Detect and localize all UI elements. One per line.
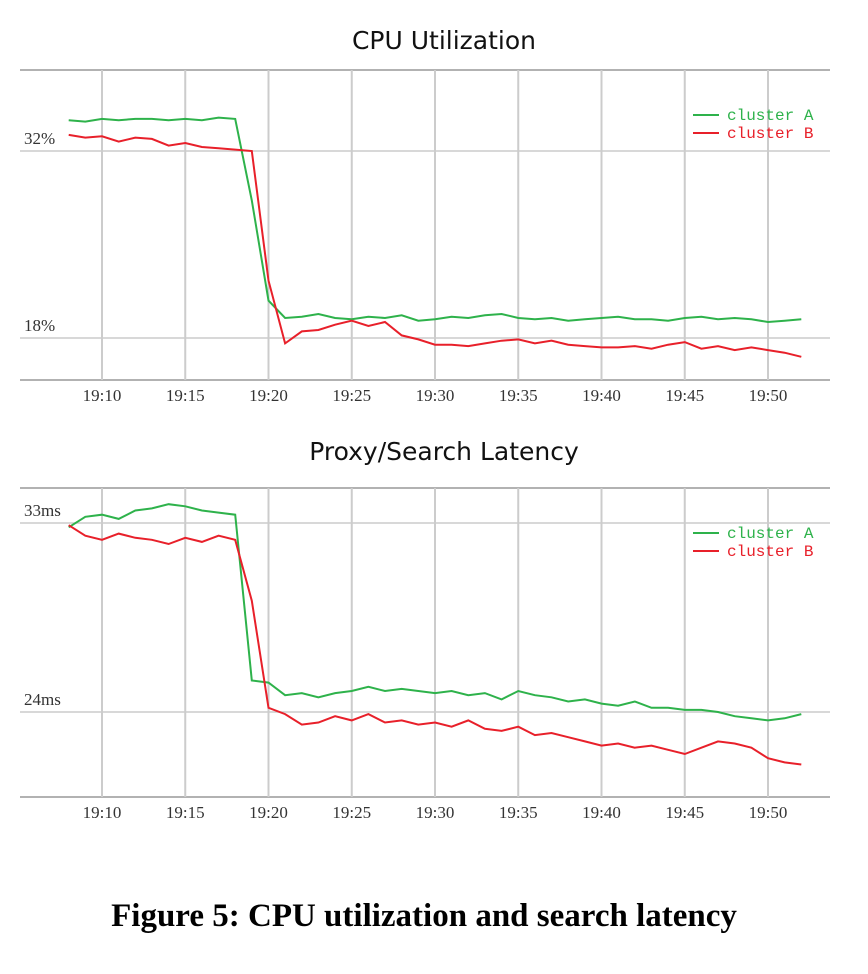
y-tick-label: 18%: [24, 316, 55, 335]
y-tick-label: 24ms: [24, 690, 61, 709]
x-tick-label: 19:45: [665, 803, 704, 822]
x-tick-label: 19:35: [499, 803, 538, 822]
x-tick-label: 19:35: [499, 386, 538, 405]
legend-label: cluster B: [727, 125, 813, 143]
x-tick-label: 19:10: [83, 803, 122, 822]
x-tick-label: 19:15: [166, 386, 205, 405]
legend-label: cluster A: [727, 525, 814, 543]
x-tick-label: 19:25: [332, 803, 371, 822]
x-tick-label: 19:40: [582, 386, 621, 405]
x-tick-label: 19:30: [416, 803, 455, 822]
figure-caption: Figure 5: CPU utilization and search lat…: [111, 898, 737, 934]
x-tick-label: 19:20: [249, 386, 288, 405]
x-tick-label: 19:45: [665, 386, 704, 405]
x-tick-label: 19:40: [582, 803, 621, 822]
legend-label: cluster A: [727, 107, 814, 125]
y-tick-label: 33ms: [24, 501, 61, 520]
x-tick-label: 19:30: [416, 386, 455, 405]
x-tick-label: 19:50: [749, 386, 788, 405]
data-line: [68, 116, 802, 324]
legend-label: cluster B: [727, 543, 813, 561]
x-tick-label: 19:25: [332, 386, 371, 405]
data-line: [68, 133, 802, 358]
data-line: [68, 503, 802, 722]
data-line: [68, 524, 802, 766]
x-tick-label: 19:10: [83, 386, 122, 405]
x-tick-label: 19:15: [166, 803, 205, 822]
y-tick-label: 32%: [24, 129, 55, 148]
chart-title: Proxy/Search Latency: [309, 437, 579, 466]
x-tick-label: 19:20: [249, 803, 288, 822]
x-tick-label: 19:50: [749, 803, 788, 822]
chart-title: CPU Utilization: [352, 26, 536, 55]
